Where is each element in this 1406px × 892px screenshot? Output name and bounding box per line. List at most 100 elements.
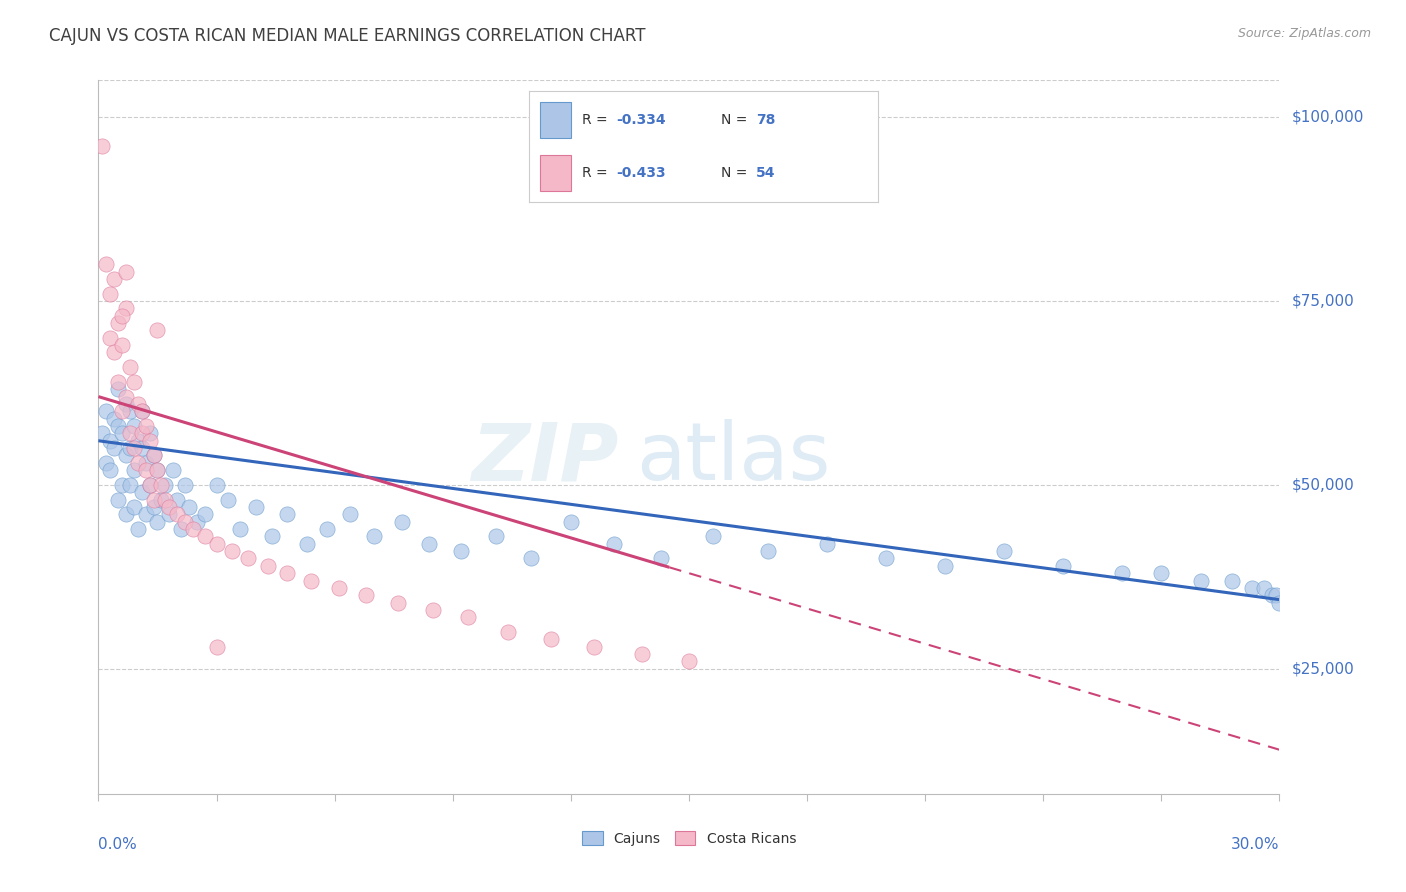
Point [155, 478, 177, 492]
Point [221, 544, 243, 558]
Point [131, 441, 153, 455]
Point [875, 551, 897, 566]
Point [131, 485, 153, 500]
Point [485, 529, 508, 543]
Point [146, 515, 169, 529]
Point [391, 515, 413, 529]
Point [1253, 581, 1275, 595]
Point [91, 139, 114, 153]
Point [135, 463, 157, 477]
Point [387, 596, 409, 610]
Point [135, 419, 157, 434]
Point [934, 558, 956, 573]
Point [815, 537, 838, 551]
Point [339, 508, 361, 522]
Point [155, 492, 177, 507]
Point [131, 404, 153, 418]
Point [111, 426, 134, 441]
Point [157, 508, 180, 522]
Point [540, 632, 562, 647]
Point [1189, 574, 1212, 588]
Point [115, 390, 138, 404]
Point [150, 478, 173, 492]
Point [993, 544, 1015, 558]
Point [107, 492, 129, 507]
Point [142, 500, 165, 514]
Point [650, 551, 672, 566]
Point [98, 463, 121, 477]
Point [98, 434, 121, 448]
Point [135, 456, 157, 470]
Point [1268, 596, 1291, 610]
Point [170, 522, 193, 536]
Text: $25,000: $25,000 [1291, 661, 1354, 676]
Point [127, 522, 149, 536]
Point [107, 419, 129, 434]
Point [1260, 588, 1282, 602]
Point [122, 375, 145, 389]
Text: ZIP: ZIP [471, 419, 619, 498]
Point [256, 558, 278, 573]
Point [174, 515, 197, 529]
Text: 30.0%: 30.0% [1232, 837, 1279, 852]
Point [96, 257, 118, 271]
Point [354, 588, 377, 602]
Text: $75,000: $75,000 [1291, 293, 1354, 309]
Text: $50,000: $50,000 [1291, 477, 1354, 492]
Point [260, 529, 283, 543]
Point [299, 574, 322, 588]
Point [118, 478, 141, 492]
Point [181, 522, 204, 536]
Point [107, 316, 129, 330]
Point [118, 441, 141, 455]
Point [122, 463, 145, 477]
Point [146, 463, 169, 477]
Point [217, 492, 239, 507]
Point [96, 456, 118, 470]
Point [583, 640, 606, 654]
Point [630, 647, 652, 661]
Point [205, 640, 228, 654]
Text: CAJUN VS COSTA RICAN MEDIAN MALE EARNINGS CORRELATION CHART: CAJUN VS COSTA RICAN MEDIAN MALE EARNING… [49, 27, 645, 45]
Point [603, 537, 626, 551]
Point [142, 449, 165, 463]
Point [162, 463, 184, 477]
Point [157, 500, 180, 514]
Point [107, 382, 129, 396]
Point [205, 537, 228, 551]
Point [122, 419, 145, 434]
Point [418, 537, 440, 551]
Point [457, 610, 479, 624]
Point [131, 426, 153, 441]
Text: $100,000: $100,000 [1291, 110, 1364, 125]
Point [177, 500, 200, 514]
Point [422, 603, 444, 617]
Point [146, 323, 169, 337]
Point [174, 478, 197, 492]
Point [1220, 574, 1243, 588]
Point [118, 426, 141, 441]
Point [1111, 566, 1133, 581]
Point [194, 508, 217, 522]
Point [1264, 588, 1286, 602]
Point [450, 544, 472, 558]
Point [98, 331, 121, 345]
Point [276, 508, 298, 522]
Point [138, 434, 160, 448]
Point [91, 426, 114, 441]
Point [328, 581, 350, 595]
Point [98, 286, 121, 301]
Point [127, 434, 149, 448]
Point [194, 529, 217, 543]
Point [1240, 581, 1263, 595]
Point [127, 397, 149, 411]
Point [103, 345, 125, 359]
Point [138, 426, 160, 441]
Point [96, 404, 118, 418]
Point [142, 492, 165, 507]
Point [111, 309, 134, 323]
Point [138, 478, 160, 492]
Point [678, 655, 700, 669]
Point [131, 404, 153, 418]
Point [166, 492, 188, 507]
